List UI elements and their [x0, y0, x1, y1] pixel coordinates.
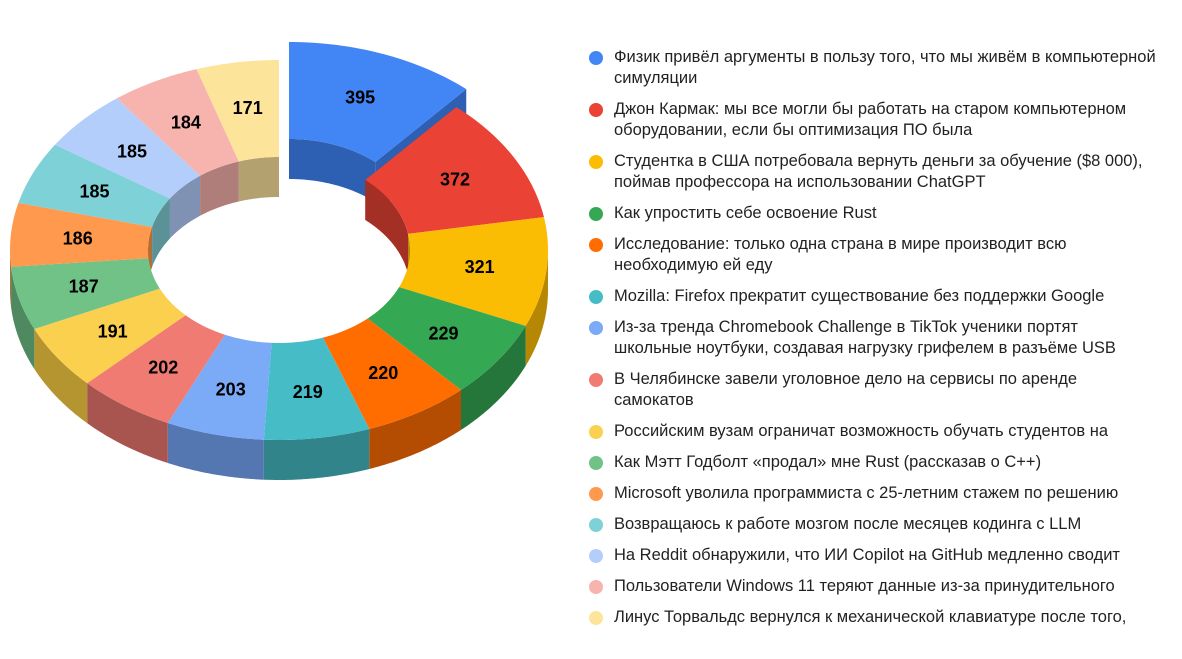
- slice-value-label: 185: [79, 182, 109, 202]
- slice-inner-wall: [152, 198, 170, 267]
- legend-item-4[interactable]: Исследование: только одна страна в мире …: [589, 234, 1179, 276]
- slice-outer-wall: [87, 383, 168, 464]
- slice-value-label: 229: [428, 323, 458, 343]
- legend-item-13[interactable]: Пользователи Windows 11 теряют данные из…: [589, 576, 1179, 597]
- legend-color-dot-icon: [589, 373, 603, 387]
- legend-color-dot-icon: [589, 611, 603, 625]
- slice-value-label: 321: [465, 257, 495, 277]
- legend-label: Линус Торвальдс вернулся к механической …: [614, 608, 1127, 626]
- legend-item-1[interactable]: Джон Кармак: мы все могли бы работать на…: [589, 99, 1179, 141]
- slice-value-label: 203: [216, 379, 246, 399]
- slice-14[interactable]: [196, 60, 279, 162]
- slice-inner-wall: [169, 175, 201, 239]
- slice-6[interactable]: [167, 334, 272, 440]
- slice-3[interactable]: [367, 287, 526, 390]
- slice-outer-wall: [263, 428, 370, 480]
- legend-item-3[interactable]: Как упростить себе освоение Rust: [589, 203, 1179, 224]
- legend-color-dot-icon: [589, 290, 603, 304]
- slice-outer-wall: [10, 250, 12, 307]
- slice-outer-wall: [525, 250, 548, 366]
- legend-color-dot-icon: [589, 51, 603, 65]
- legend-label: На Reddit обнаружили, что ИИ Copilot на …: [614, 546, 1120, 564]
- legend-item-0[interactable]: Физик привёл аргументы в пользу того, чт…: [589, 47, 1179, 89]
- donut-chart-svg: 395 372 321 229 220 219 203 202 191 187 186 185 185 1…: [10, 42, 548, 480]
- slice-13[interactable]: [116, 69, 239, 176]
- slice-4[interactable]: [322, 318, 461, 429]
- slice-value-label: 184: [171, 113, 201, 133]
- legend-label: Microsoft уволила программиста с 25-летн…: [614, 484, 1119, 502]
- legend-color-dot-icon: [589, 549, 603, 563]
- legend-color-dot-icon: [589, 155, 603, 169]
- slice-outer-wall: [34, 329, 88, 424]
- legend-label: Физик привёл аргументы в пользу того, чт…: [614, 48, 1156, 87]
- slice-9[interactable]: [11, 258, 160, 330]
- legend-item-10[interactable]: Microsoft уволила программиста с 25-летн…: [589, 483, 1179, 504]
- legend-color-dot-icon: [589, 456, 603, 470]
- legend-item-8[interactable]: Российским вузам ограничат возможность о…: [589, 421, 1179, 442]
- legend-item-5[interactable]: Mozilla: Firefox прекратит существование…: [589, 286, 1179, 307]
- slice-10[interactable]: [10, 202, 153, 267]
- slice-outer-wall: [369, 389, 461, 469]
- slice-8[interactable]: [34, 288, 186, 384]
- donut-chart: 395 372 321 229 220 219 203 202 191 187 186 185 185 1…: [0, 0, 570, 659]
- legend-label: В Челябинске завели уголовное дело на се…: [614, 370, 1077, 409]
- slice-2[interactable]: [399, 217, 548, 326]
- legend-item-7[interactable]: В Челябинске завели уголовное дело на се…: [589, 369, 1179, 411]
- chart-legend: Физик привёл аргументы в пользу того, чт…: [589, 47, 1179, 638]
- legend-color-dot-icon: [589, 321, 603, 335]
- legend-color-dot-icon: [589, 518, 603, 532]
- legend-color-dot-icon: [589, 238, 603, 252]
- slice-value-label: 186: [63, 228, 93, 248]
- legend-color-dot-icon: [589, 580, 603, 594]
- slice-value-label: 395: [345, 88, 375, 108]
- legend-color-dot-icon: [589, 487, 603, 501]
- slice-value-label: 372: [440, 170, 470, 190]
- legend-label: Студентка в США потребовала вернуть день…: [614, 152, 1143, 191]
- slice-outer-wall: [167, 423, 264, 480]
- slice-inner-wall: [200, 161, 239, 216]
- slice-0[interactable]: [289, 42, 467, 163]
- slice-11[interactable]: [18, 144, 170, 227]
- slice-outer-wall: [11, 266, 35, 370]
- slice-12[interactable]: [55, 98, 201, 199]
- slice-value-label: 202: [148, 358, 178, 378]
- legend-item-9[interactable]: Как Мэтт Годболт «продал» мне Rust (расс…: [589, 452, 1179, 473]
- legend-item-6[interactable]: Из-за тренда Chromebook Challenge в TikT…: [589, 317, 1179, 359]
- slice-value-label: 187: [69, 277, 99, 297]
- legend-item-14[interactable]: Линус Торвальдс вернулся к механической …: [589, 607, 1179, 628]
- slice-value-label: 191: [98, 321, 128, 341]
- legend-label: Как упростить себе освоение Rust: [614, 204, 877, 222]
- slice-value-label: 185: [117, 142, 147, 162]
- legend-color-dot-icon: [589, 207, 603, 221]
- slice-inner-wall: [238, 157, 279, 202]
- legend-label: Mozilla: Firefox прекратит существование…: [614, 287, 1105, 305]
- legend-label: Пользователи Windows 11 теряют данные из…: [614, 577, 1115, 595]
- slice-1[interactable]: [365, 107, 544, 234]
- legend-label: Джон Кармак: мы все могли бы работать на…: [614, 100, 1127, 139]
- slice-value-label: 220: [368, 363, 398, 383]
- legend-label: Из-за тренда Chromebook Challenge в TikT…: [614, 318, 1116, 357]
- legend-item-2[interactable]: Студентка в США потребовала вернуть день…: [589, 151, 1179, 193]
- legend-item-11[interactable]: Возвращаюсь к работе мозгом после месяце…: [589, 514, 1179, 535]
- slice-7[interactable]: [87, 315, 225, 424]
- legend-label: Исследование: только одна страна в мире …: [614, 235, 1067, 274]
- slice-value-label: 171: [233, 98, 263, 118]
- slice-value-label: 219: [293, 382, 323, 402]
- slice-5[interactable]: [263, 337, 370, 440]
- legend-label: Как Мэтт Годболт «продал» мне Rust (расс…: [614, 453, 1042, 471]
- legend-label: Российским вузам ограничат возможность о…: [614, 422, 1109, 440]
- slice-outer-wall: [460, 325, 526, 430]
- legend-color-dot-icon: [589, 425, 603, 439]
- legend-label: Возвращаюсь к работе мозгом после месяце…: [614, 515, 1082, 533]
- legend-item-12[interactable]: На Reddit обнаружили, что ИИ Copilot на …: [589, 545, 1179, 566]
- legend-color-dot-icon: [589, 103, 603, 117]
- slice-inner-wall: [289, 139, 376, 203]
